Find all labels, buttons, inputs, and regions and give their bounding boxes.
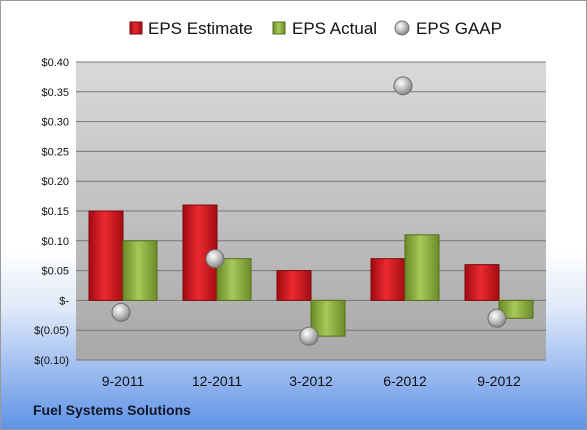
legend-label: EPS GAAP [416,19,502,38]
y-tick-label: $0.10 [41,236,69,248]
y-tick-label: $0.20 [41,176,69,188]
y-axis-tick-labels: $0.40 $0.35 $0.30 $0.25 $0.20 $0.15 $0.10 $0.05… [34,57,69,367]
x-category-label: 6-2012 [383,373,427,389]
company-name: Fuel Systems Solutions [33,402,191,418]
legend-swatch [272,21,286,35]
y-tick-label: $0.40 [41,57,69,69]
legend-swatch [129,21,143,35]
y-tick-label: $(0.10) [34,355,69,367]
x-category-label: 9-2012 [477,373,521,389]
y-tick-label: $0.30 [41,117,69,129]
x-category-label: 12-2011 [192,373,243,389]
legend-label: EPS Actual [292,19,377,38]
actual-bar [122,240,158,301]
y-tick-label: $0.25 [41,146,69,158]
legend-swatch [394,20,410,36]
y-tick-label: $- [59,295,69,307]
x-category-label: 9-2011 [102,373,145,389]
x-category-label: 3-2012 [289,373,333,389]
y-tick-label: $0.15 [41,206,69,218]
x-axis-category-labels: 9-2011 12-2011 3-2012 6-2012 9-2012 [102,373,521,389]
legend-label: EPS Estimate [148,19,253,38]
y-tick-label: $0.35 [41,87,69,99]
gaap-marker [393,76,413,96]
gaap-marker [487,308,507,328]
actual-bar [404,234,440,301]
estimate-bar [464,264,500,301]
y-tick-label: $0.05 [41,266,69,278]
bars [88,204,534,337]
actual-bar [310,299,346,337]
legend: EPS Estimate EPS Actual EPS GAAP [129,19,502,38]
estimate-bar [276,270,312,301]
gaap-marker [111,302,131,322]
estimate-bar [88,210,124,301]
y-tick-label: $(0.05) [34,325,69,337]
actual-bar [216,258,252,301]
gaap-marker [299,326,319,346]
gaap-markers [111,76,507,346]
gaap-marker [205,249,225,269]
estimate-bar [370,258,406,301]
